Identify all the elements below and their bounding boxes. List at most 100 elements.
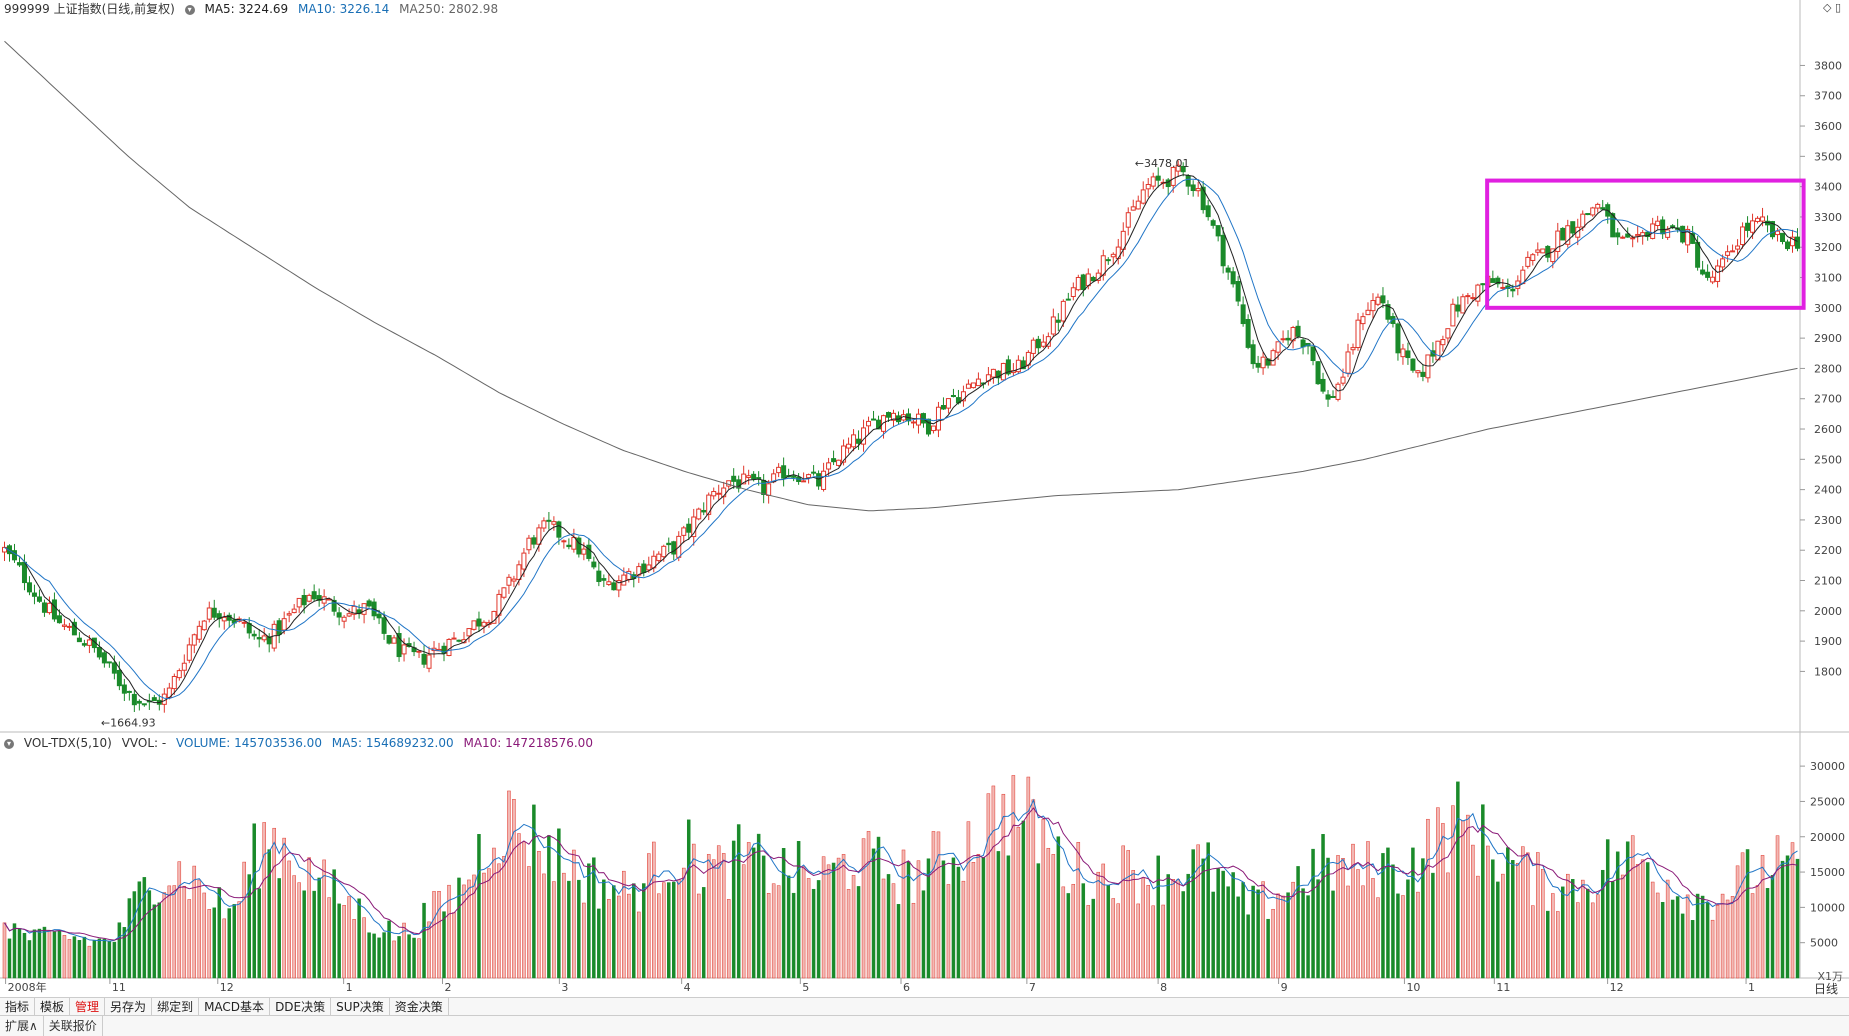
ma5-label: MA5: 3224.69	[204, 2, 289, 16]
candle-body	[910, 421, 916, 424]
volume-bar	[27, 940, 32, 979]
candle-body	[561, 540, 567, 543]
candle-body	[1475, 284, 1481, 302]
candle-body	[616, 580, 622, 591]
volume-bar	[701, 887, 706, 979]
candle-body	[1385, 304, 1391, 320]
candle-body	[96, 646, 102, 658]
volume-bar	[122, 927, 127, 979]
volume-bar	[667, 882, 671, 979]
candle-body	[1190, 184, 1196, 192]
tb-related-quotes[interactable]: 关联报价	[44, 1016, 103, 1036]
candle-body	[381, 617, 387, 634]
volume-bar	[1341, 858, 1345, 979]
tb-macd[interactable]: MACD基本	[199, 998, 271, 1016]
candle-body	[346, 613, 352, 617]
volume-bar	[1556, 911, 1560, 979]
candle-body	[1785, 241, 1791, 250]
candle-body	[1200, 186, 1206, 211]
candle-body	[886, 412, 892, 418]
volume-bar	[1486, 845, 1490, 979]
volume-bar	[267, 849, 271, 979]
volume-bar	[1336, 855, 1340, 979]
tb-template[interactable]: 模板	[35, 998, 71, 1016]
candle-body	[1460, 296, 1466, 314]
volume-bar	[467, 879, 471, 979]
volume-settings-icon[interactable]: ▾	[4, 738, 14, 749]
candle-body	[426, 654, 432, 669]
candle-body	[1780, 232, 1786, 242]
volume-bar	[137, 881, 142, 979]
volume-bar	[642, 883, 646, 979]
candle-body	[1410, 358, 1416, 371]
candle-body	[1700, 269, 1706, 275]
volume-bar	[1356, 869, 1360, 979]
tb-indicator[interactable]: 指标	[0, 998, 36, 1016]
volume-bar	[192, 865, 197, 979]
candle-body	[1225, 267, 1231, 273]
volume-bar	[1111, 898, 1116, 979]
volume-bar	[277, 878, 281, 979]
tb-dde[interactable]: DDE决策	[270, 998, 332, 1016]
volume-bar	[592, 857, 596, 979]
tb-sup[interactable]: SUP决策	[331, 998, 390, 1016]
volume-bar	[117, 922, 122, 979]
candle-body	[1070, 287, 1076, 298]
volume-bar	[1381, 853, 1385, 979]
volume-bar	[207, 909, 212, 979]
month-label: 3	[561, 981, 568, 994]
candle-body	[1455, 304, 1461, 312]
candle-body	[386, 635, 392, 644]
volume-unit-label: X1万	[1817, 970, 1843, 983]
candle-body	[361, 603, 367, 615]
candle-body	[646, 564, 652, 571]
period-label[interactable]: 日线	[1813, 982, 1838, 996]
candle-body	[1740, 226, 1746, 246]
candle-body	[1205, 205, 1211, 218]
candle-body	[1535, 249, 1541, 253]
tb-bind-to[interactable]: 绑定到	[152, 998, 200, 1016]
volume-bar	[497, 863, 501, 979]
volume-bar	[1595, 894, 1600, 979]
volume-bar	[422, 902, 426, 979]
volume-bar	[147, 890, 152, 979]
volume-tick-label: 15000	[1810, 866, 1845, 879]
price-tick-label: 3800	[1814, 59, 1842, 72]
tb-save-as[interactable]: 另存为	[105, 998, 153, 1016]
volume-bar	[1291, 881, 1295, 979]
candle-body	[621, 574, 627, 586]
volume-ma5-label: MA5: 154689232.00	[331, 736, 454, 750]
volume-bar	[352, 919, 356, 979]
tb-capital[interactable]: 资金决策	[390, 998, 449, 1016]
price-tick-label: 2000	[1814, 605, 1842, 618]
volume-bar	[1580, 879, 1585, 979]
candle-body	[1030, 339, 1036, 354]
candle-body	[221, 616, 227, 622]
volume-tick-label: 20000	[1810, 831, 1845, 844]
candle-body	[101, 652, 107, 664]
volume-bar	[1780, 860, 1785, 979]
price-tick-label: 3100	[1814, 272, 1842, 285]
highlight-box	[1485, 178, 1806, 310]
tb-expand[interactable]: 扩展∧	[0, 1016, 44, 1036]
volume-bar	[1575, 902, 1580, 979]
volume-bar	[1141, 878, 1145, 979]
candle-body	[846, 443, 852, 449]
candle-body	[1340, 376, 1346, 384]
volume-bar	[1536, 852, 1540, 979]
candle-body	[26, 582, 32, 593]
settings-icon[interactable]: ▾	[184, 4, 195, 15]
window-control-icons[interactable]: ◇ ▯	[1822, 1, 1841, 14]
candle-body	[401, 644, 407, 655]
candle-body	[1170, 166, 1176, 186]
tb-manage[interactable]: 管理	[70, 998, 106, 1016]
volume-bar	[1251, 885, 1255, 979]
volume-bar	[716, 845, 721, 979]
candle-body	[1545, 245, 1551, 258]
volume-bar	[771, 883, 776, 979]
volume-bar	[691, 843, 696, 979]
volume-bar	[1256, 889, 1260, 979]
candle-body	[1575, 226, 1581, 238]
volume-bar	[607, 899, 611, 979]
